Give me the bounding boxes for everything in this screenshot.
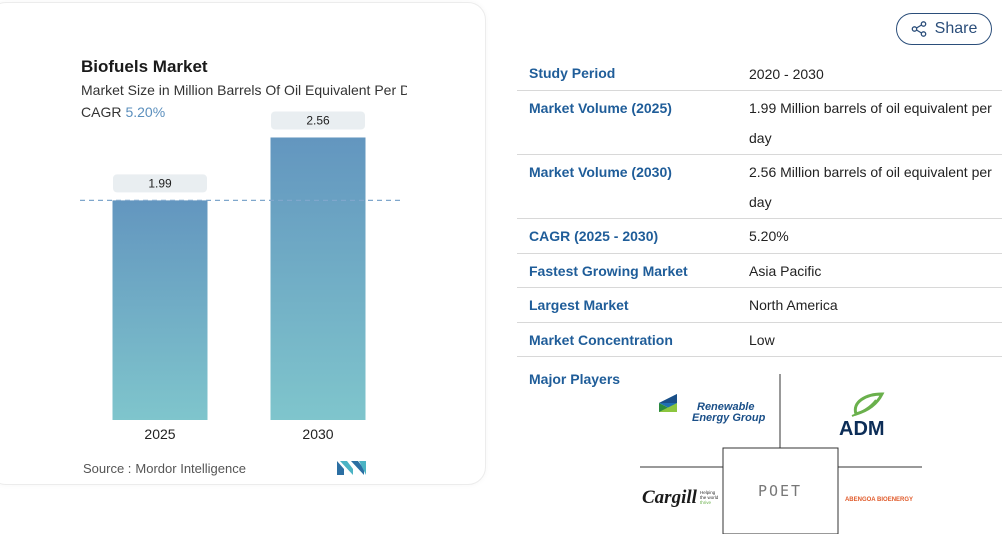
info-value: Low — [749, 332, 775, 348]
chart-title: Biofuels Market — [81, 57, 208, 76]
renewable-energy-group-logo-icon: Renewable Energy Group — [659, 394, 766, 424]
source-label: Source : — [83, 461, 132, 476]
info-value: Asia Pacific — [749, 263, 822, 279]
cargill-tag2: the world — [700, 495, 719, 500]
chart-cagr: CAGR 5.20% — [81, 104, 165, 120]
adm-text: ADM — [839, 418, 885, 440]
info-row-market-volume-2030: Market Volume (2030) 2.56 Million barrel… — [517, 155, 1002, 219]
cargill-tag1: Helping — [700, 490, 716, 495]
info-value: 2.56 Million barrels of oil equivalent p… — [749, 164, 992, 210]
info-row-cagr: CAGR (2025 - 2030) 5.20% — [517, 219, 1002, 254]
players-grid: Renewable Energy Group ADM Cargill Helpi… — [640, 374, 922, 534]
chart-subtitle: Market Size in Million Barrels Of Oil Eq… — [81, 82, 407, 98]
info-value: 2020 - 2030 — [749, 66, 824, 82]
bar-chart: 1.99 2025 2.56 2030 — [80, 111, 400, 442]
share-label: Share — [934, 20, 978, 37]
mordor-logo-icon — [337, 461, 366, 475]
info-label: Market Volume (2030) — [529, 164, 672, 180]
info-label: Market Volume (2025) — [529, 100, 672, 116]
info-value: 1.99 Million barrels of oil equivalent p… — [749, 100, 992, 146]
value-label: 2.56 — [306, 113, 330, 127]
info-value: North America — [749, 297, 838, 313]
info-row-market-volume-2025: Market Volume (2025) 1.99 Million barrel… — [517, 91, 1002, 155]
chart-source: Source : Mordor Intelligence — [83, 461, 246, 476]
cagr-label: CAGR — [81, 104, 122, 120]
reg-line1: Renewable — [697, 401, 754, 413]
major-players-label: Major Players — [529, 371, 621, 387]
cagr-value: 5.20% — [125, 104, 166, 120]
info-label: Fastest Growing Market — [529, 263, 688, 279]
info-row-largest-market: Largest Market North America — [517, 288, 1002, 323]
info-label: CAGR (2025 - 2030) — [529, 228, 659, 244]
abengoa-text: ABENGOA BIOENERGY — [845, 497, 913, 503]
cargill-text: Cargill — [642, 487, 698, 508]
value-label-bg — [113, 174, 207, 193]
value-label: 1.99 — [148, 176, 172, 190]
source-name: Mordor Intelligence — [135, 461, 246, 476]
info-row-market-concentration: Market Concentration Low — [517, 323, 1002, 357]
adm-logo-icon: ADM — [839, 392, 885, 440]
poet-text: POET — [758, 482, 802, 500]
share-button[interactable]: Share — [896, 13, 992, 45]
info-value: 5.20% — [749, 228, 789, 244]
info-row-study-period: Study Period 2020 - 2030 — [517, 63, 1002, 91]
reg-line2: Energy Group — [692, 412, 766, 424]
cargill-logo-icon: Cargill Helping the world thrive — [642, 487, 719, 508]
info-row-fastest-growing: Fastest Growing Market Asia Pacific — [517, 254, 1002, 288]
share-icon — [911, 21, 926, 37]
bar-2030 — [270, 137, 366, 420]
cargill-tag3: thrive — [700, 500, 712, 505]
category-label: 2030 — [302, 426, 333, 442]
chart-card — [0, 2, 486, 485]
bar-2025 — [112, 200, 208, 420]
abengoa-logo-icon: ABENGOA BIOENERGY — [845, 497, 913, 503]
info-label: Largest Market — [529, 297, 629, 313]
info-label: Market Concentration — [529, 332, 673, 348]
info-label: Study Period — [529, 65, 616, 81]
category-label: 2025 — [144, 426, 175, 442]
poet-logo-icon: POET — [758, 482, 802, 500]
value-label-bg — [271, 111, 365, 130]
